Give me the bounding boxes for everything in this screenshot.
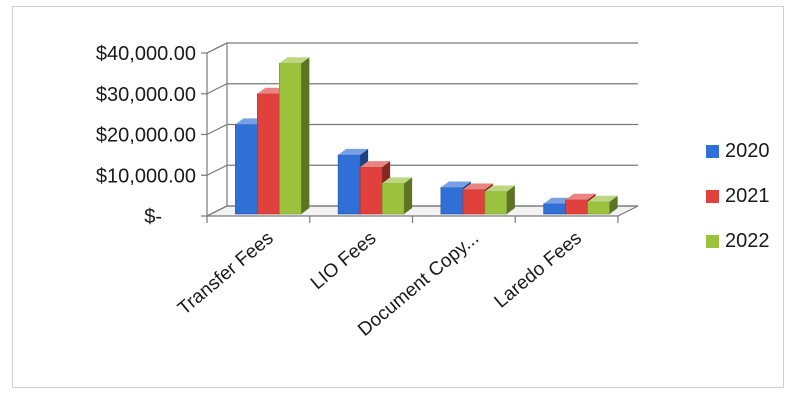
legend-label: 2021	[725, 185, 770, 207]
bar	[587, 195, 618, 215]
bar-top	[565, 193, 596, 200]
bar-side	[609, 195, 618, 214]
bar-front	[257, 93, 280, 215]
y-tick-label: $-	[144, 206, 162, 228]
bar-front	[462, 189, 486, 215]
bar-front	[279, 62, 302, 215]
bar-side	[301, 57, 310, 214]
bar	[381, 177, 413, 215]
legend-swatch	[706, 190, 719, 203]
bar-front	[565, 199, 588, 215]
x-category-label: Laredo Fees	[491, 228, 586, 313]
bar-top	[382, 177, 413, 184]
bar-top	[338, 148, 369, 155]
bar-front	[359, 166, 383, 215]
bar-top	[360, 161, 391, 168]
bar	[279, 57, 310, 215]
gridline	[206, 83, 638, 95]
legend-label: 2022	[725, 230, 770, 252]
x-category-label: Transfer Fees	[174, 228, 278, 320]
bar-front	[337, 154, 361, 215]
gridline	[206, 123, 638, 136]
bar-front	[543, 203, 566, 215]
bar-top	[462, 183, 493, 190]
bar-front	[587, 201, 610, 215]
gridlines	[206, 42, 638, 217]
bar-side	[404, 177, 413, 214]
y-tick-label: $30,000.00	[96, 84, 196, 106]
bar-top	[279, 57, 310, 64]
legend-swatch	[706, 145, 719, 158]
bar-front	[484, 191, 508, 215]
y-tick-label: $20,000.00	[96, 125, 196, 147]
bar	[484, 185, 515, 215]
y-axis-ticks: $- $10,000.00 $20,000.00 $30,000.00 $40,000.…	[96, 43, 207, 228]
bar-front	[235, 124, 258, 215]
bar-top	[440, 181, 471, 188]
bar-front	[440, 187, 464, 215]
bar-top	[587, 195, 618, 202]
legend-swatch	[706, 235, 719, 248]
bar-side	[506, 185, 515, 214]
gridline	[206, 42, 638, 54]
bar-top	[484, 185, 515, 192]
bars	[235, 57, 618, 215]
gridline	[206, 164, 638, 176]
y-tick-label: $40,000.00	[96, 43, 196, 65]
y-tick-label: $10,000.00	[96, 165, 196, 187]
legend-label: 2020	[725, 140, 770, 162]
x-category-label: LIO Fees	[307, 228, 380, 294]
legend: 2020 2021 2022	[706, 140, 770, 252]
bar-front	[381, 183, 405, 215]
